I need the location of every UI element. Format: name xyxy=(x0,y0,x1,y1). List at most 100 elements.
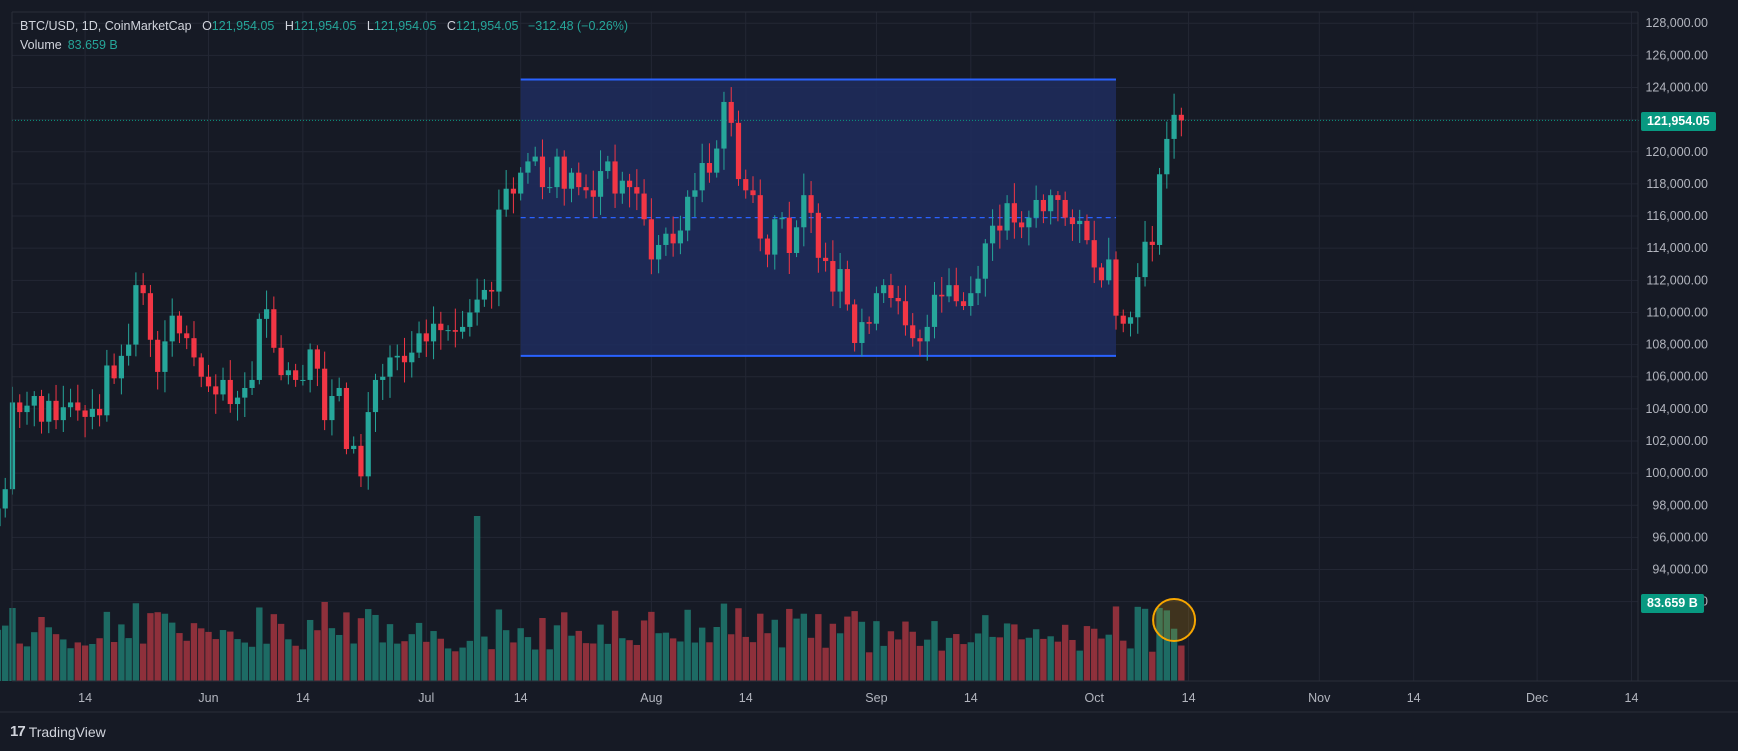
candle-body xyxy=(859,322,865,343)
volume-bar xyxy=(945,637,953,681)
volume-bar xyxy=(31,632,38,681)
price-tick-label: 126,000.00 xyxy=(1645,48,1708,62)
volume-bar xyxy=(306,619,314,681)
price-tick-label: 110,000.00 xyxy=(1646,305,1708,319)
volume-bar xyxy=(728,634,735,681)
candle-body xyxy=(430,323,437,342)
price-axis[interactable]: 92,000.0094,000.0096,000.0098,000.00100,… xyxy=(1645,16,1708,608)
candle-body xyxy=(1048,195,1054,212)
high-value: 121,954.05 xyxy=(293,19,357,33)
volume-bar xyxy=(967,642,974,681)
volume-bar xyxy=(655,633,662,681)
volume-bar xyxy=(590,643,597,681)
volume-bar xyxy=(546,649,553,681)
candle-body xyxy=(1171,114,1177,139)
volume-bar xyxy=(328,628,336,681)
candle-body xyxy=(75,402,81,411)
volume-bar xyxy=(611,610,619,681)
price-tick-label: 108,000.00 xyxy=(1645,338,1708,352)
volume-label[interactable]: Volume xyxy=(20,38,62,52)
volume-bar xyxy=(924,639,931,681)
volume-bar xyxy=(807,637,815,681)
volume-bar xyxy=(321,601,328,681)
volume-bar xyxy=(597,624,604,681)
candle-body xyxy=(0,508,1,527)
candle-body xyxy=(213,386,219,395)
time-tick-label: Jun xyxy=(198,691,218,705)
volume-bar xyxy=(757,613,764,681)
candle-body xyxy=(176,315,183,334)
candle-body xyxy=(786,217,792,254)
time-axis[interactable]: 14 Jun 14 Jul 14 Aug 14 Sep 14 Oct 14 Nov 14 Dec 14 xyxy=(78,691,1638,705)
candle-body xyxy=(539,156,546,188)
candle-body xyxy=(394,355,400,358)
candle-body xyxy=(1069,217,1076,225)
volume-bar xyxy=(633,644,641,681)
volume-bar xyxy=(1003,623,1011,681)
volume-bar xyxy=(517,628,524,681)
candle-body xyxy=(205,376,212,387)
volume-bar xyxy=(771,619,778,681)
volume-bar xyxy=(720,603,728,681)
volume-bar xyxy=(1112,606,1120,681)
volume-bar xyxy=(749,642,757,681)
volume-bar xyxy=(2,625,9,681)
volume-bar xyxy=(299,649,307,681)
volume-bar xyxy=(887,631,895,681)
volume-bar xyxy=(626,640,633,681)
candle-body xyxy=(844,269,850,305)
tradingview-logo[interactable]: 17 TradingView xyxy=(10,723,106,740)
candle-body xyxy=(329,396,335,421)
candle-body xyxy=(1156,174,1163,245)
volume-bar xyxy=(510,642,517,681)
volume-bar xyxy=(89,644,96,681)
candle-body xyxy=(104,365,110,416)
volume-bar xyxy=(989,636,996,681)
candle-body xyxy=(300,379,306,381)
candle-body xyxy=(336,387,342,397)
volume-bar xyxy=(183,640,190,681)
volume-bar xyxy=(270,614,278,681)
candle-body xyxy=(496,209,502,292)
candle-body xyxy=(968,293,974,307)
volume-bar xyxy=(786,608,793,681)
candle-body xyxy=(452,330,458,332)
candle-body xyxy=(118,355,124,379)
volume-bar xyxy=(394,643,401,681)
low-value: 121,954.05 xyxy=(373,19,437,33)
volume-bar xyxy=(524,637,532,681)
symbol-title[interactable]: BTC/USD, 1D, CoinMarketCap xyxy=(20,19,192,33)
candle-body xyxy=(155,339,161,372)
candle-body xyxy=(97,408,103,416)
time-tick-label: 14 xyxy=(964,691,978,705)
volume-highlight-circle xyxy=(1152,598,1197,642)
volume-bar xyxy=(532,649,539,681)
candle-body xyxy=(750,190,756,196)
candle-body xyxy=(162,341,168,372)
volume-bar xyxy=(481,636,488,681)
volume-bar xyxy=(219,630,227,681)
tradingview-logo-icon: 17 xyxy=(10,723,26,740)
volume-bar xyxy=(974,633,982,681)
candle-body xyxy=(474,299,480,313)
volume-bar xyxy=(575,630,582,681)
volume-bar xyxy=(1032,629,1040,681)
price-tick-label: 104,000.00 xyxy=(1645,402,1708,416)
candle-body xyxy=(568,172,575,189)
volume-bar xyxy=(473,516,481,681)
volume-bar xyxy=(916,645,924,681)
candle-body xyxy=(416,333,422,353)
candle-body xyxy=(917,338,923,342)
candle-body xyxy=(721,101,727,149)
candle-body xyxy=(989,225,996,244)
volume-bar xyxy=(902,621,909,681)
candle-body xyxy=(953,285,959,302)
volume-bar xyxy=(742,636,749,681)
volume-bar xyxy=(640,620,648,681)
candle-body xyxy=(801,195,807,228)
volume-bar xyxy=(1178,645,1185,681)
volume-bar xyxy=(865,652,873,681)
volume-bar xyxy=(38,617,45,681)
candle-body xyxy=(278,347,284,376)
